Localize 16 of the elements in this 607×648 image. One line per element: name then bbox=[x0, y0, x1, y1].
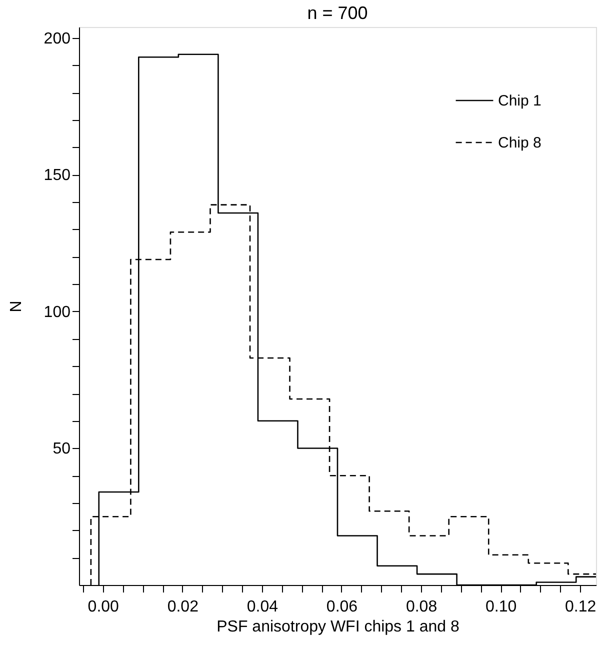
y-tick-label: 150 bbox=[44, 167, 71, 184]
x-tick-label: 0.12 bbox=[565, 598, 596, 616]
x-tick-label: 0.08 bbox=[406, 598, 438, 616]
x-tick-label: 0.10 bbox=[485, 598, 517, 616]
y-axis-title: N bbox=[8, 300, 25, 312]
x-tick-label: 0.02 bbox=[167, 598, 199, 616]
chart-title: n = 700 bbox=[307, 3, 368, 23]
x-tick-label: 0.00 bbox=[88, 598, 120, 616]
legend-label: Chip 1 bbox=[498, 92, 542, 110]
y-tick-label: 200 bbox=[44, 30, 71, 48]
y-tick-label: 50 bbox=[52, 440, 71, 458]
legend-label: Chip 8 bbox=[498, 134, 542, 152]
x-tick-label: 0.04 bbox=[246, 598, 278, 616]
x-axis-title: PSF anisotropy WFI chips 1 and 8 bbox=[216, 618, 460, 636]
y-tick-label: 100 bbox=[44, 304, 71, 321]
x-tick-label: 0.06 bbox=[326, 598, 358, 616]
